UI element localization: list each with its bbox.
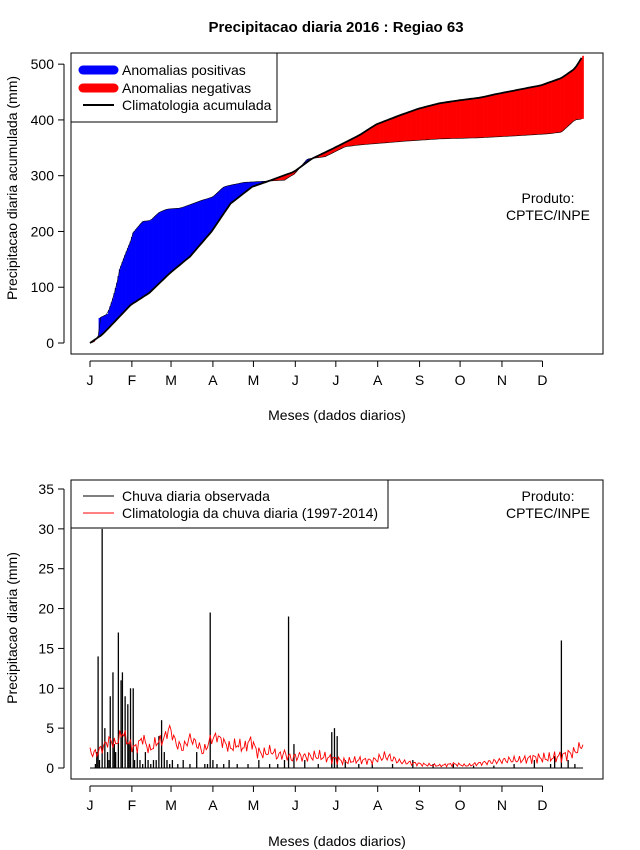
bottom-y-tick-label: 20	[38, 601, 54, 617]
climatology-daily-line	[89, 723, 584, 768]
top-x-tick-label: A	[373, 372, 383, 388]
bottom-x-tick-label: M	[248, 797, 260, 813]
top-note-line-2: CPTEC/INPE	[506, 207, 590, 223]
bottom-y-tick-label: 15	[38, 640, 54, 656]
bottom-y-tick-label: 5	[46, 720, 54, 736]
top-x-tick-label: M	[248, 372, 260, 388]
top-x-tick-label: J	[87, 372, 94, 388]
bottom-legend-label-observed: Chuva diaria observada	[122, 488, 270, 504]
bottom-y-tick-label: 0	[46, 760, 54, 776]
top-x-tick-label: O	[455, 372, 466, 388]
bottom-y-tick-label: 10	[38, 680, 54, 696]
bottom-x-tick-label: J	[292, 797, 299, 813]
top-x-tick-label: J	[332, 372, 339, 388]
bottom-y-tick-label: 30	[38, 521, 54, 537]
top-x-tick-label: F	[128, 372, 137, 388]
top-y-tick-label: 200	[31, 223, 55, 239]
top-x-axis-label: Meses (dados diarios)	[268, 407, 406, 423]
bottom-x-tick-label: J	[332, 797, 339, 813]
bottom-y-tick-label: 35	[38, 481, 54, 497]
bottom-note-line-2: CPTEC/INPE	[506, 505, 590, 521]
bottom-panel: 0 5 10 15 20 25 30 35 J F M A M J J A S O N D Meses (dados…	[4, 479, 604, 849]
top-legend: Anomalias positivas Anomalias negativas …	[70, 52, 278, 123]
top-x-tick-label: M	[165, 372, 177, 388]
bottom-y-tick-label: 25	[38, 561, 54, 577]
bottom-x-tick-label: D	[537, 797, 547, 813]
top-x-tick-label: J	[292, 372, 299, 388]
top-y-tick-label: 500	[31, 56, 55, 72]
bottom-x-tick-label: N	[497, 797, 507, 813]
top-x-tick-label: N	[497, 372, 507, 388]
bottom-y-axis-label: Precipitacao diaria (mm)	[4, 552, 20, 704]
top-panel: 0 100 200 300 400 500 J F M A M J J A S O N D Meses (dad…	[4, 52, 604, 423]
bottom-legend-box	[70, 479, 389, 529]
climatology-cumulative-line	[89, 57, 583, 344]
top-x-tick-label: D	[537, 372, 547, 388]
top-plot-frame	[70, 52, 604, 355]
top-note-line-1: Produto:	[522, 190, 575, 206]
bottom-legend-label-climatology: Climatologia da chuva diaria (1997-2014)	[122, 505, 378, 521]
top-y-tick-label: 400	[31, 112, 55, 128]
top-y-tick-label: 100	[31, 279, 55, 295]
bottom-x-tick-label: A	[373, 797, 383, 813]
observed-cumulative-line	[89, 118, 582, 344]
bottom-x-tick-label: O	[455, 797, 466, 813]
top-y-axis-label: Precipitacao diaria acumulada (mm)	[4, 76, 20, 300]
bottom-x-tick-label: J	[87, 797, 94, 813]
chart-title: Precipitacao diaria 2016 : Regiao 63	[208, 19, 463, 36]
top-legend-label-negative: Anomalias negativas	[122, 80, 251, 96]
top-legend-label-climatology: Climatologia acumulada	[122, 97, 272, 113]
top-x-tick-label: S	[415, 372, 424, 388]
bottom-x-tick-label: F	[128, 797, 137, 813]
bottom-x-tick-label: S	[415, 797, 424, 813]
top-legend-label-positive: Anomalias positivas	[122, 62, 246, 78]
bottom-note-line-1: Produto:	[522, 488, 575, 504]
bottom-x-axis-label: Meses (dados diarios)	[268, 833, 406, 849]
top-y-tick-label: 300	[31, 168, 55, 184]
top-y-tick-label: 0	[46, 335, 54, 351]
bottom-x-tick-label: A	[208, 797, 218, 813]
bottom-legend: Chuva diaria observada Climatologia da c…	[70, 479, 389, 529]
bottom-x-tick-label: M	[165, 797, 177, 813]
top-x-tick-label: A	[208, 372, 218, 388]
